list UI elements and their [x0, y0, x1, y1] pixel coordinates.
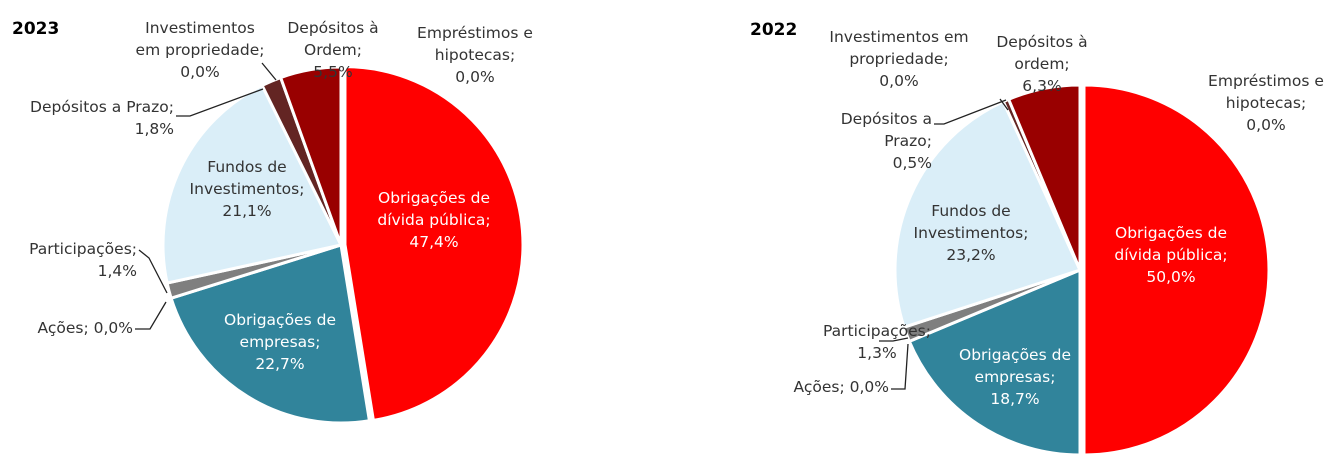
pie-chart-2022: 2022 Obrigações de dívida pública; 50,0% Obr… — [750, 20, 1324, 456]
slice-label: Obrigações de dívida pública; 47,4% — [377, 189, 490, 251]
pie-slice — [1007, 83, 1082, 272]
pie-chart-2023: 2023 Obrigações de dívida pública; 47,4% Obr… — [12, 19, 533, 425]
slice-label: Depósitos a Prazo; 1,8% — [30, 98, 174, 138]
leader-line — [135, 301, 167, 330]
slice-label: Participações; 1,3% — [823, 322, 931, 362]
slice-label: Investimentos em propriedade; 0,0% — [136, 19, 265, 81]
slice-label: Fundos de Investimentos; 23,2% — [914, 202, 1029, 264]
leader-line — [176, 88, 264, 117]
slice-label: Obrigações de empresas; 18,7% — [959, 346, 1071, 408]
slice-label: Ações; 0,0% — [794, 378, 889, 396]
slice-label: Participações; 1,4% — [29, 240, 137, 280]
slice-label: Obrigações de empresas; 22,7% — [224, 311, 336, 373]
pie-slice — [907, 268, 1082, 456]
pie-slice — [161, 83, 343, 285]
pie-slice — [279, 65, 343, 247]
pie-slice — [343, 65, 525, 422]
chart-title: 2023 — [12, 19, 59, 39]
leader-line — [999, 98, 1009, 111]
leader-line — [261, 62, 277, 81]
slice-label: Depósitos a Prazo; 0,5% — [841, 110, 932, 172]
pie-slice — [1082, 83, 1271, 456]
slice-label: Ações; 0,0% — [38, 319, 133, 337]
slice-label: Empréstimos e hipotecas; 0,0% — [417, 24, 533, 86]
slice-label: Depósitos à Ordem; 5,5% — [287, 19, 378, 81]
slice-label: Obrigações de dívida pública; 50,0% — [1114, 224, 1227, 286]
leader-line — [138, 249, 168, 294]
slice-label: Depósitos à ordem; 6,3% — [996, 33, 1087, 95]
slice-label: Fundos de Investimentos; 21,1% — [190, 158, 305, 220]
leader-line — [934, 99, 1007, 125]
pie-slice — [169, 243, 371, 425]
slice-label: Investimentos em propriedade; 0,0% — [829, 28, 968, 90]
leader-line — [879, 337, 909, 342]
chart-title: 2022 — [750, 20, 797, 40]
pie-slice — [893, 100, 1082, 329]
slice-label: Empréstimos e hipotecas; 0,0% — [1208, 72, 1324, 134]
leader-line — [891, 343, 909, 390]
